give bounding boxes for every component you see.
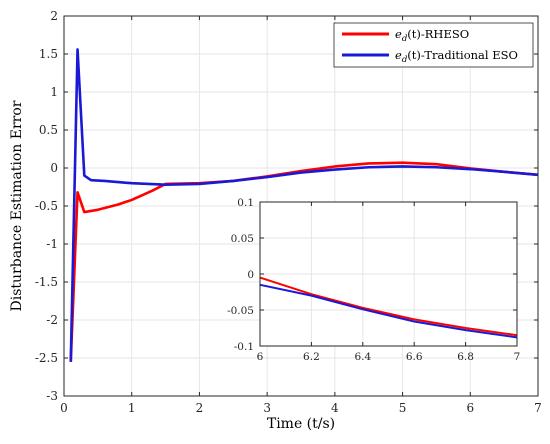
legend-text-part: -RHESO: [421, 27, 469, 41]
legend-text-part: (t): [407, 27, 421, 41]
legend-text-part: (t): [407, 48, 421, 62]
inset-x-tick-label: 6: [257, 351, 264, 363]
legend-text-part: d: [402, 34, 408, 44]
x-axis-label: Time (t/s): [267, 416, 335, 432]
main-x-tick-label: 6: [466, 401, 474, 415]
inset-x-ticks: 6 6.2 6.4 6.6 6.8 7: [257, 202, 521, 363]
main-y-tick-label: 1.5: [39, 47, 58, 61]
main-y-tick-label: -0.5: [35, 199, 58, 213]
main-x-ticks: 0 1 2 3 4 5 6 7: [60, 16, 542, 415]
main-y-tick-label: -1.5: [35, 275, 58, 289]
legend-box: [333, 22, 534, 68]
main-x-tick-label: 7: [534, 401, 542, 415]
inset-y-tick-label: 0.05: [231, 233, 254, 245]
main-y-tick-label: -2.5: [35, 351, 58, 365]
main-series-line-traditional-eso: [69, 48, 539, 362]
inset-y-ticks: -0.1 -0.05 0 0.05 0.1: [227, 197, 517, 353]
inset-y-tick-label: -0.1: [234, 341, 254, 353]
inset-y-tick-label: 0: [247, 269, 254, 281]
inset-series-line-rheso: [259, 276, 518, 337]
legend-text-part: e: [395, 48, 402, 62]
main-y-tick-label: -3: [46, 389, 58, 403]
main-y-tick-label: 2: [50, 9, 58, 23]
legend-text-part: e: [395, 27, 402, 41]
main-x-tick-label: 2: [196, 401, 204, 415]
main-x-tick-label: 5: [399, 401, 407, 415]
inset-x-tick-label: 6.4: [354, 351, 371, 363]
main-y-tick-label: 0.5: [39, 123, 58, 137]
legend-label-rheso: ed(t)-RHESO: [395, 27, 469, 44]
main-y-tick-label: 1: [50, 85, 58, 99]
legend: ed(t)-RHESO ed(t)-Traditional ESO: [333, 22, 534, 68]
main-y-ticks: -3 -2.5 -2 -1.5 -1 -0.5 0 0.5 1 1.5 2: [35, 9, 538, 403]
inset-x-tick-label: 6.8: [457, 351, 474, 363]
inset-y-tick-label: 0.1: [237, 197, 254, 209]
y-axis-label: Disturbance Estimation Error: [9, 100, 25, 311]
main-y-tick-label: 0: [50, 161, 58, 175]
main-x-tick-label: 3: [263, 401, 271, 415]
main-x-tick-label: 1: [128, 401, 136, 415]
inset-axes: 6 6.2 6.4 6.6 6.8 7 -0.1 -0.05 0 0.05 0.1: [227, 197, 520, 363]
main-y-tick-label: -2: [46, 313, 58, 327]
inset-x-tick-label: 6.6: [406, 351, 423, 363]
main-x-tick-label: 0: [60, 401, 68, 415]
inset-y-tick-label: -0.05: [227, 305, 254, 317]
inset-x-tick-label: 7: [514, 351, 521, 363]
legend-label-traditional-eso: ed(t)-Traditional ESO: [395, 48, 518, 65]
main-y-tick-label: -1: [46, 237, 58, 251]
main-series: [69, 48, 539, 362]
main-x-tick-label: 4: [331, 401, 339, 415]
inset-x-tick-label: 6.2: [303, 351, 320, 363]
inset-series-line-traditional-eso: [259, 283, 518, 339]
legend-text-part: -Traditional ESO: [421, 48, 518, 62]
inset-series: [259, 276, 518, 339]
legend-text-part: d: [402, 55, 408, 65]
